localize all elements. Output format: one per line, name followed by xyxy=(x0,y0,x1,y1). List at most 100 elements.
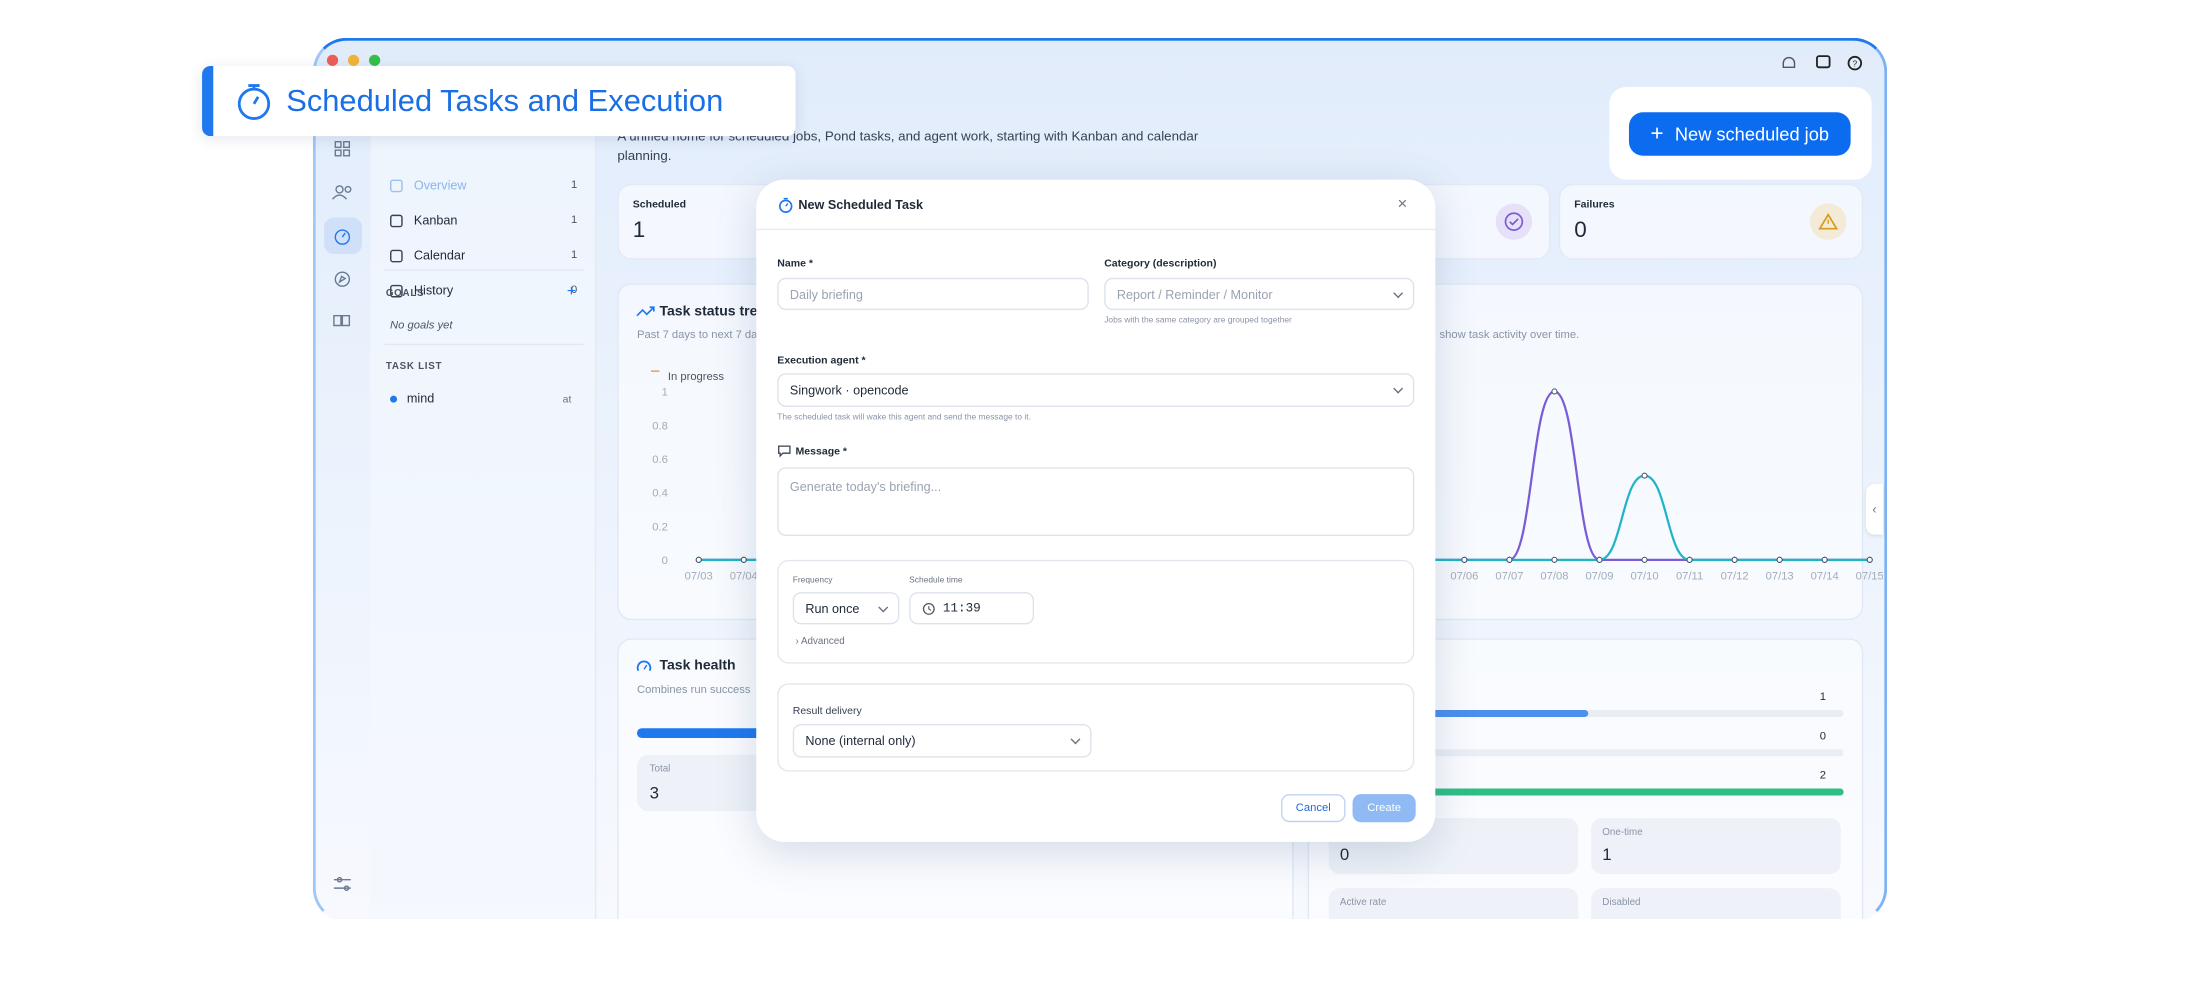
tile-label: One-time xyxy=(1602,827,1643,838)
placeholder: Generate today's briefing... xyxy=(789,479,942,494)
task-item[interactable]: mind at xyxy=(370,387,594,412)
stat-label: Scheduled xyxy=(632,197,687,211)
tile-label: Total xyxy=(649,764,671,775)
rail-icons[interactable] xyxy=(316,83,369,922)
series-point xyxy=(1641,556,1648,563)
x-tick-label: 07/06 xyxy=(1450,570,1478,582)
nav-item[interactable]: Kanban 1 xyxy=(370,206,594,234)
advanced-toggle[interactable]: › Advanced xyxy=(795,636,845,647)
series-point xyxy=(1551,556,1558,563)
message-textarea[interactable]: Generate today's briefing... xyxy=(777,467,1415,536)
x-tick-label: 07/15 xyxy=(1856,570,1883,582)
series-point xyxy=(740,556,747,563)
nav-item[interactable]: Calendar 1 xyxy=(370,241,594,269)
stopwatch-icon xyxy=(237,84,271,120)
category-select[interactable]: Report / Reminder / Monitor xyxy=(1104,277,1415,311)
task-dot xyxy=(390,395,398,403)
tile-value: 0 xyxy=(1339,844,1350,865)
message-icon xyxy=(778,445,791,458)
stat-value: 0 xyxy=(1574,218,1587,243)
sidebar: Overview 1 Kanban 1 Calendar 1 History 0 GOALS … xyxy=(370,82,597,920)
y-tick-label: 0.6 xyxy=(652,454,668,466)
y-tick-label: 0.8 xyxy=(652,420,668,432)
nav-icon xyxy=(390,179,403,193)
time-value: 11:39 xyxy=(942,601,981,616)
legend-label: In progress xyxy=(667,370,725,384)
summary-count: 2 xyxy=(1819,768,1827,782)
new-job-button[interactable]: + New scheduled job xyxy=(1628,112,1851,156)
series-point xyxy=(1461,556,1468,563)
x-tick-label: 07/13 xyxy=(1766,570,1794,582)
summary-tile: One-time 1 xyxy=(1591,817,1841,875)
icon-rail xyxy=(316,83,369,922)
time-input[interactable]: 11:39 xyxy=(909,592,1035,625)
trend-title: Task status trend xyxy=(659,304,775,320)
task-meta: at xyxy=(562,392,572,406)
dialog-icon xyxy=(778,197,793,213)
nav-item[interactable]: Overview 1 xyxy=(370,171,594,199)
name-input[interactable]: Daily briefing xyxy=(777,277,1089,311)
create-button[interactable]: Create xyxy=(1352,794,1416,823)
series-point xyxy=(1686,556,1693,563)
stat-icon xyxy=(1809,203,1847,240)
nav-count: 1 xyxy=(571,178,578,191)
frequency-select[interactable]: Run once xyxy=(792,592,900,625)
task-list-heading: TASK LIST xyxy=(385,361,443,372)
field-label: Frequency xyxy=(792,576,833,586)
minimize-light[interactable] xyxy=(347,54,360,66)
cancel-button[interactable]: Cancel xyxy=(1280,794,1346,823)
bottom-fade xyxy=(308,919,1895,1003)
x-tick-label: 07/10 xyxy=(1630,570,1658,582)
stat-icon xyxy=(1495,203,1533,240)
agent-select[interactable]: Singwork · opencode xyxy=(777,373,1415,407)
schedule-section: Frequency Run once Schedule time 11:39 ›… xyxy=(777,559,1415,664)
health-title: Task health xyxy=(659,658,736,674)
field-label: Category (description) xyxy=(1104,256,1217,270)
divider xyxy=(384,343,584,346)
x-tick-label: 07/04 xyxy=(730,570,758,582)
nav-icon xyxy=(390,249,403,263)
nav-count: 1 xyxy=(571,248,578,261)
nav-label: Calendar xyxy=(413,248,466,263)
stat-card: Failures 0 xyxy=(1558,183,1864,260)
clock-icon xyxy=(922,602,935,615)
close-button[interactable]: × xyxy=(1397,193,1408,214)
zoom-light[interactable] xyxy=(369,54,381,66)
nav-item[interactable]: History 0 xyxy=(370,276,594,304)
y-tick-label: 1 xyxy=(662,387,668,399)
collapse-tab[interactable]: ‹ xyxy=(1866,484,1883,535)
tile-value: 1 xyxy=(1602,844,1612,865)
button-highlight: + New scheduled job xyxy=(1609,86,1872,180)
summary-count: 0 xyxy=(1819,729,1827,743)
trend-subtitle: Past 7 days to next 7 days xyxy=(636,328,769,341)
summary-bar xyxy=(1331,709,1588,717)
nav-icon xyxy=(390,214,403,228)
task-name: mind xyxy=(406,391,435,406)
field-label: Schedule time xyxy=(909,576,963,586)
nav-count: 1 xyxy=(571,213,578,226)
x-tick-label: 07/03 xyxy=(685,570,713,582)
series-point xyxy=(1776,556,1783,563)
tile-label: Active rate xyxy=(1339,897,1387,908)
x-tick-label: 07/09 xyxy=(1585,570,1613,582)
delivery-section: Result delivery None (internal only) xyxy=(777,683,1415,772)
titlebar-icons[interactable]: ? xyxy=(1775,52,1873,74)
x-tick-label: 07/14 xyxy=(1811,570,1839,582)
goals-empty: No goals yet xyxy=(390,318,453,332)
field-label: Result delivery xyxy=(792,704,862,717)
y-tick-label: 0.4 xyxy=(652,488,668,500)
close-light[interactable] xyxy=(326,54,339,66)
accent-bar xyxy=(202,65,214,137)
button-label: New scheduled job xyxy=(1674,123,1830,145)
health-subtitle: Combines run success xyxy=(636,683,751,696)
delivery-select[interactable]: None (internal only) xyxy=(792,723,1092,758)
series-point xyxy=(1821,556,1828,563)
x-tick-label: 07/11 xyxy=(1676,570,1703,582)
feature-title: Scheduled Tasks and Execution xyxy=(286,82,724,118)
field-label: Execution agent * xyxy=(777,353,866,367)
summary-track xyxy=(1331,749,1844,757)
add-goal[interactable]: + xyxy=(566,283,576,301)
tile-value: 3 xyxy=(649,782,659,803)
